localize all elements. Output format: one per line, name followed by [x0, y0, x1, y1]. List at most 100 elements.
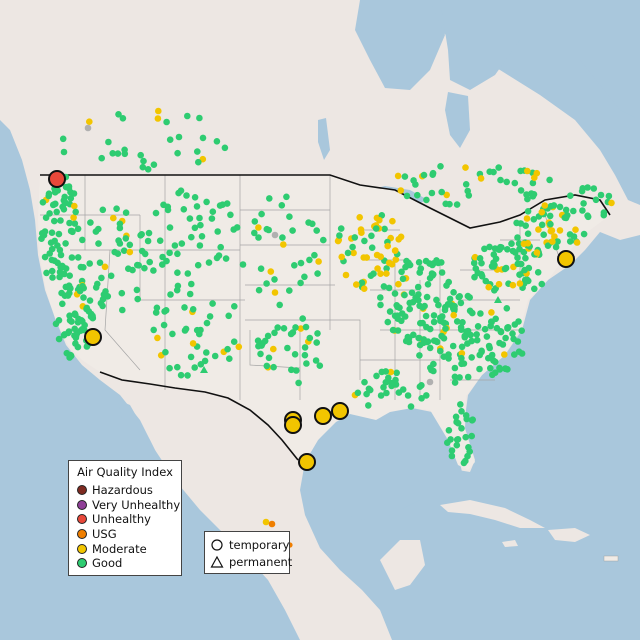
monitor-marker	[556, 227, 564, 234]
monitor-marker	[186, 290, 194, 298]
monitor-marker	[169, 330, 176, 338]
monitor-marker	[239, 261, 247, 268]
monitor-marker	[167, 291, 174, 298]
monitor-marker	[529, 193, 537, 200]
monitor-marker	[79, 317, 86, 325]
monitor-marker	[184, 372, 191, 379]
monitor-marker	[174, 250, 181, 258]
monitor-marker	[402, 263, 409, 271]
monitor-marker	[141, 250, 149, 258]
monitor-marker	[458, 354, 465, 362]
monitor-marker	[86, 297, 94, 304]
monitor-marker	[508, 240, 515, 247]
monitor-marker	[267, 268, 275, 275]
james-bay	[445, 92, 470, 148]
monitor-marker	[356, 214, 364, 221]
monitor-marker	[107, 272, 115, 280]
monitor-marker	[491, 369, 499, 377]
monitor-marker	[485, 283, 493, 291]
monitor-marker	[430, 312, 438, 319]
monitor-marker	[137, 232, 144, 239]
state-lines	[40, 175, 561, 400]
monitor-marker	[334, 237, 342, 245]
monitor-marker	[567, 192, 574, 199]
monitor-marker	[457, 401, 464, 408]
monitor-marker	[71, 332, 78, 339]
monitor-marker	[278, 202, 286, 209]
monitor-marker	[380, 283, 388, 290]
highlighted-monitor-marker	[284, 416, 302, 434]
monitor-marker	[416, 383, 424, 391]
monitor-marker	[401, 291, 408, 299]
monitor-marker	[175, 133, 183, 141]
monitor-marker	[191, 194, 199, 201]
monitor-marker	[408, 289, 416, 297]
monitor-marker	[198, 233, 206, 240]
monitor-marker	[490, 251, 498, 258]
monitor-marker	[208, 215, 216, 222]
monitor-marker	[98, 274, 105, 282]
monitor-marker	[436, 314, 444, 322]
monitor-marker	[71, 202, 78, 210]
monitor-marker	[80, 294, 87, 301]
monitor-marker	[540, 231, 547, 238]
monitor-marker	[145, 229, 153, 237]
monitor-marker	[155, 107, 162, 115]
monitor-marker	[363, 254, 371, 261]
monitor-marker	[366, 386, 374, 394]
monitor-marker	[68, 318, 75, 325]
monitor-marker	[83, 343, 91, 350]
monitor-marker	[57, 217, 64, 224]
monitor-marker	[60, 206, 68, 213]
legend-row-hazardous: Hazardous	[69, 483, 181, 498]
monitor-marker	[302, 323, 310, 331]
monitor-marker	[437, 347, 444, 355]
monitor-marker	[384, 242, 392, 250]
monitor-marker	[199, 134, 207, 142]
monitor-marker	[57, 251, 65, 259]
monitor-marker	[271, 231, 279, 239]
monitor-marker	[437, 163, 444, 170]
monitor-marker	[374, 265, 381, 272]
monitor-marker	[386, 308, 394, 315]
monitor-marker	[180, 206, 188, 213]
monitor-marker	[306, 334, 314, 342]
monitor-marker	[89, 312, 96, 320]
monitor-marker	[70, 214, 77, 221]
monitor-marker	[188, 233, 195, 241]
monitor-marker	[415, 291, 422, 298]
monitor-marker	[292, 324, 299, 331]
monitor-marker	[206, 313, 214, 320]
monitor-marker	[456, 293, 464, 300]
monitor-marker	[150, 267, 157, 274]
monitor-marker	[434, 258, 442, 266]
monitor-marker	[490, 263, 498, 270]
monitor-marker	[52, 200, 59, 208]
monitor-marker	[418, 395, 425, 402]
monitor-marker	[515, 318, 522, 325]
monitor-marker	[464, 292, 472, 300]
monitor-marker	[522, 222, 529, 229]
monitor-marker	[264, 332, 272, 340]
monitor-marker	[428, 366, 435, 374]
monitor-marker	[144, 237, 152, 245]
monitor-marker	[377, 301, 384, 309]
monitor-marker	[67, 352, 75, 360]
monitor-marker	[62, 240, 69, 247]
monitor-marker	[289, 329, 297, 336]
monitor-marker	[110, 214, 117, 222]
monitor-marker	[140, 157, 147, 165]
monitor-marker	[183, 192, 190, 199]
monitor-marker	[461, 332, 469, 340]
monitor-marker	[174, 149, 181, 157]
monitor-marker	[121, 146, 128, 154]
monitor-marker	[464, 373, 472, 381]
monitor-marker	[520, 248, 528, 256]
monitor-marker	[361, 378, 368, 386]
monitor-marker	[314, 270, 321, 277]
monitor-marker	[524, 208, 532, 215]
monitor-marker	[449, 342, 457, 350]
monitor-marker	[578, 187, 586, 195]
monitor-marker	[464, 327, 472, 335]
monitor-marker	[98, 154, 105, 162]
